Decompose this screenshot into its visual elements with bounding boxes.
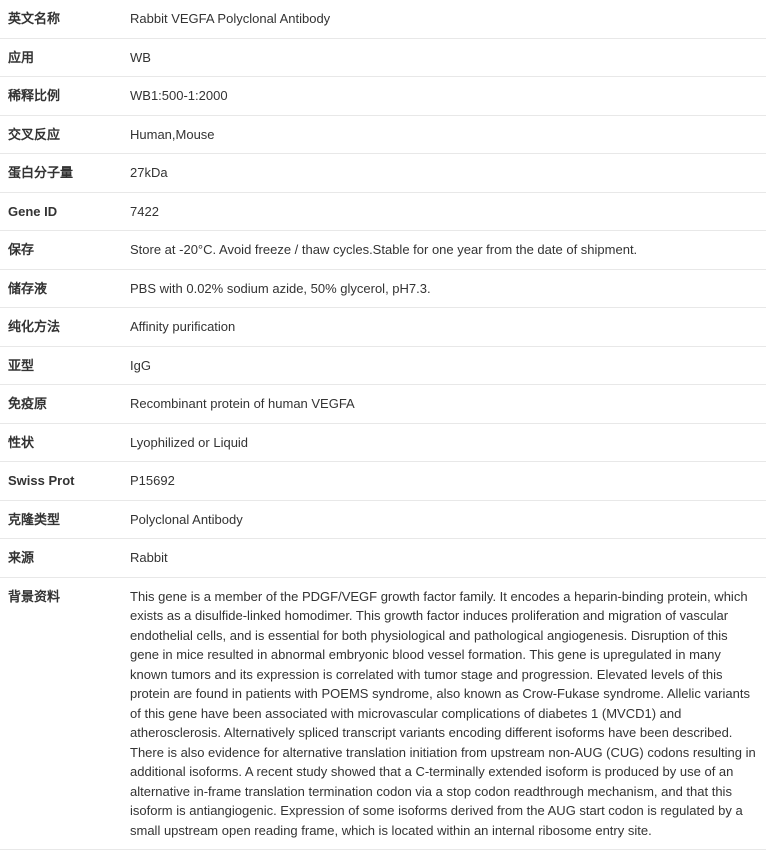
row-value: Polyclonal Antibody: [122, 500, 766, 539]
row-label: 蛋白分子量: [0, 154, 122, 193]
row-value: P15692: [122, 462, 766, 501]
row-value: Rabbit VEGFA Polyclonal Antibody: [122, 0, 766, 38]
table-row: 储存液 PBS with 0.02% sodium azide, 50% gly…: [0, 269, 766, 308]
table-row: 免疫原 Recombinant protein of human VEGFA: [0, 385, 766, 424]
row-label: 免疫原: [0, 385, 122, 424]
table-row: 背景资料 This gene is a member of the PDGF/V…: [0, 577, 766, 850]
row-label: Gene ID: [0, 192, 122, 231]
row-value: 27kDa: [122, 154, 766, 193]
table-row: 纯化方法 Affinity purification: [0, 308, 766, 347]
row-label: 性状: [0, 423, 122, 462]
row-label: 亚型: [0, 346, 122, 385]
table-row: Gene ID 7422: [0, 192, 766, 231]
row-value: Rabbit: [122, 539, 766, 578]
table-row: 保存 Store at -20°C. Avoid freeze / thaw c…: [0, 231, 766, 270]
row-value: 7422: [122, 192, 766, 231]
table-row: 蛋白分子量 27kDa: [0, 154, 766, 193]
table-row: 克隆类型 Polyclonal Antibody: [0, 500, 766, 539]
table-row: 应用 WB: [0, 38, 766, 77]
table-row: 交叉反应 Human,Mouse: [0, 115, 766, 154]
spec-table: 英文名称 Rabbit VEGFA Polyclonal Antibody 应用…: [0, 0, 766, 850]
row-label: 克隆类型: [0, 500, 122, 539]
row-value: Store at -20°C. Avoid freeze / thaw cycl…: [122, 231, 766, 270]
row-value: Affinity purification: [122, 308, 766, 347]
row-value: Lyophilized or Liquid: [122, 423, 766, 462]
row-label: 英文名称: [0, 0, 122, 38]
table-row: 性状 Lyophilized or Liquid: [0, 423, 766, 462]
row-label: 稀释比例: [0, 77, 122, 116]
row-label: 来源: [0, 539, 122, 578]
row-label: Swiss Prot: [0, 462, 122, 501]
row-value: WB: [122, 38, 766, 77]
row-label: 交叉反应: [0, 115, 122, 154]
row-label: 背景资料: [0, 577, 122, 850]
table-row: 英文名称 Rabbit VEGFA Polyclonal Antibody: [0, 0, 766, 38]
row-label: 应用: [0, 38, 122, 77]
row-label: 保存: [0, 231, 122, 270]
row-value: This gene is a member of the PDGF/VEGF g…: [122, 577, 766, 850]
table-row: Swiss Prot P15692: [0, 462, 766, 501]
table-row: 来源 Rabbit: [0, 539, 766, 578]
row-value: WB1:500-1:2000: [122, 77, 766, 116]
table-row: 亚型 IgG: [0, 346, 766, 385]
table-row: 稀释比例 WB1:500-1:2000: [0, 77, 766, 116]
row-label: 储存液: [0, 269, 122, 308]
row-value: IgG: [122, 346, 766, 385]
row-value: Recombinant protein of human VEGFA: [122, 385, 766, 424]
row-value: Human,Mouse: [122, 115, 766, 154]
spec-table-body: 英文名称 Rabbit VEGFA Polyclonal Antibody 应用…: [0, 0, 766, 850]
row-value: PBS with 0.02% sodium azide, 50% glycero…: [122, 269, 766, 308]
row-label: 纯化方法: [0, 308, 122, 347]
